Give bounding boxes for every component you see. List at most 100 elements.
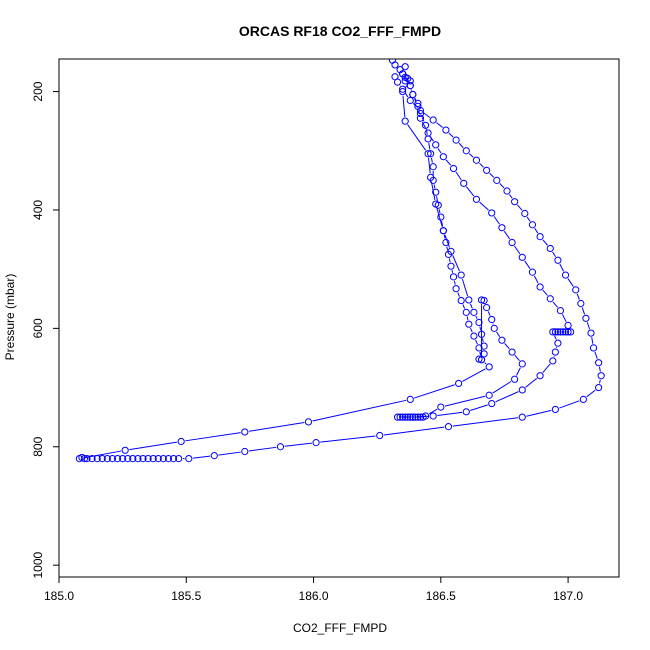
series-segment <box>479 351 482 356</box>
series-segment <box>465 186 475 197</box>
data-point <box>597 372 605 380</box>
series-segment <box>451 270 454 273</box>
series-segment <box>414 384 455 399</box>
data-point <box>424 129 432 137</box>
data-point <box>401 413 409 421</box>
series-segment <box>475 339 478 345</box>
series-segment <box>430 157 433 163</box>
series-segment <box>479 326 482 331</box>
data-point <box>528 221 537 229</box>
data-point <box>442 238 450 247</box>
data-point <box>480 342 488 350</box>
series-segment <box>559 263 565 272</box>
series-segment <box>418 110 421 115</box>
data-point <box>536 283 544 291</box>
data-point <box>429 412 437 420</box>
data-point <box>511 198 519 206</box>
data-point <box>582 314 590 322</box>
series-segment <box>542 239 548 246</box>
data-point <box>498 224 506 232</box>
data-point <box>432 200 440 208</box>
data-point <box>83 455 91 463</box>
series-segment <box>421 121 427 130</box>
data-point <box>595 359 603 367</box>
data-point <box>432 188 440 196</box>
series-segment <box>248 422 305 432</box>
series-segment <box>438 209 441 214</box>
data-point <box>391 73 399 81</box>
data-point <box>154 455 162 463</box>
data-point <box>139 455 147 463</box>
data-point <box>429 163 437 171</box>
series-segment <box>414 98 417 103</box>
series-segment <box>423 112 431 118</box>
chart-title: ORCAS RF18 CO2_FFF_FMPD <box>239 23 441 39</box>
data-point <box>480 296 488 305</box>
series-segment <box>129 441 178 451</box>
series-segment <box>407 124 427 151</box>
data-point <box>427 173 435 181</box>
data-point <box>103 455 111 463</box>
y-tick-label: 400 <box>31 200 45 220</box>
data-point <box>493 176 501 184</box>
data-point <box>503 187 511 195</box>
data-point <box>447 262 455 270</box>
series-segment <box>495 391 519 403</box>
data-point <box>546 295 554 303</box>
series-segment <box>436 196 438 202</box>
data-point <box>406 395 414 403</box>
data-point <box>416 109 425 118</box>
y-tick-label: 1000 <box>31 551 45 578</box>
data-point <box>108 455 117 463</box>
series-segment <box>446 246 449 251</box>
data-point <box>518 413 526 421</box>
data-point <box>472 156 481 164</box>
series-segment <box>428 157 431 174</box>
series-segment <box>437 411 463 416</box>
data-point <box>159 455 167 463</box>
series-segment <box>516 367 521 376</box>
series-segment <box>444 395 486 407</box>
data-point <box>457 296 465 305</box>
data-point <box>177 437 185 446</box>
data-point <box>488 315 496 324</box>
data-point <box>169 455 178 463</box>
series-segment <box>496 331 501 337</box>
series-segment <box>430 181 436 201</box>
series-segment <box>444 234 451 248</box>
data-point <box>485 363 493 371</box>
data-point <box>401 63 409 71</box>
data-point <box>488 399 496 408</box>
data-point <box>439 227 447 235</box>
data-point <box>416 413 425 421</box>
series-segment <box>428 142 431 150</box>
data-point <box>376 431 384 440</box>
data-point <box>129 455 137 463</box>
data-point <box>93 455 101 463</box>
data-point <box>518 386 526 394</box>
data-point <box>88 455 96 463</box>
series-segment <box>383 426 445 436</box>
series-segment <box>599 379 601 384</box>
data-point <box>455 379 463 388</box>
series-segment <box>492 381 512 394</box>
series-segment <box>586 322 591 330</box>
series-layer <box>75 59 605 463</box>
data-point <box>457 271 465 279</box>
data-point <box>480 350 488 358</box>
series-segment <box>448 258 451 263</box>
data-point <box>409 90 417 99</box>
data-point <box>465 320 473 328</box>
series-segment <box>457 292 460 297</box>
x-axis: 185.0 185.5 186.0 186.5 187.0 <box>44 577 583 603</box>
series-segment <box>452 417 519 427</box>
series-segment <box>445 159 452 166</box>
data-point <box>572 286 580 294</box>
data-point <box>406 413 414 421</box>
y-tick-label: 600 <box>31 318 45 338</box>
series-segment <box>516 204 523 211</box>
data-point <box>210 452 218 460</box>
data-point <box>556 328 565 336</box>
series-segment <box>470 327 473 333</box>
